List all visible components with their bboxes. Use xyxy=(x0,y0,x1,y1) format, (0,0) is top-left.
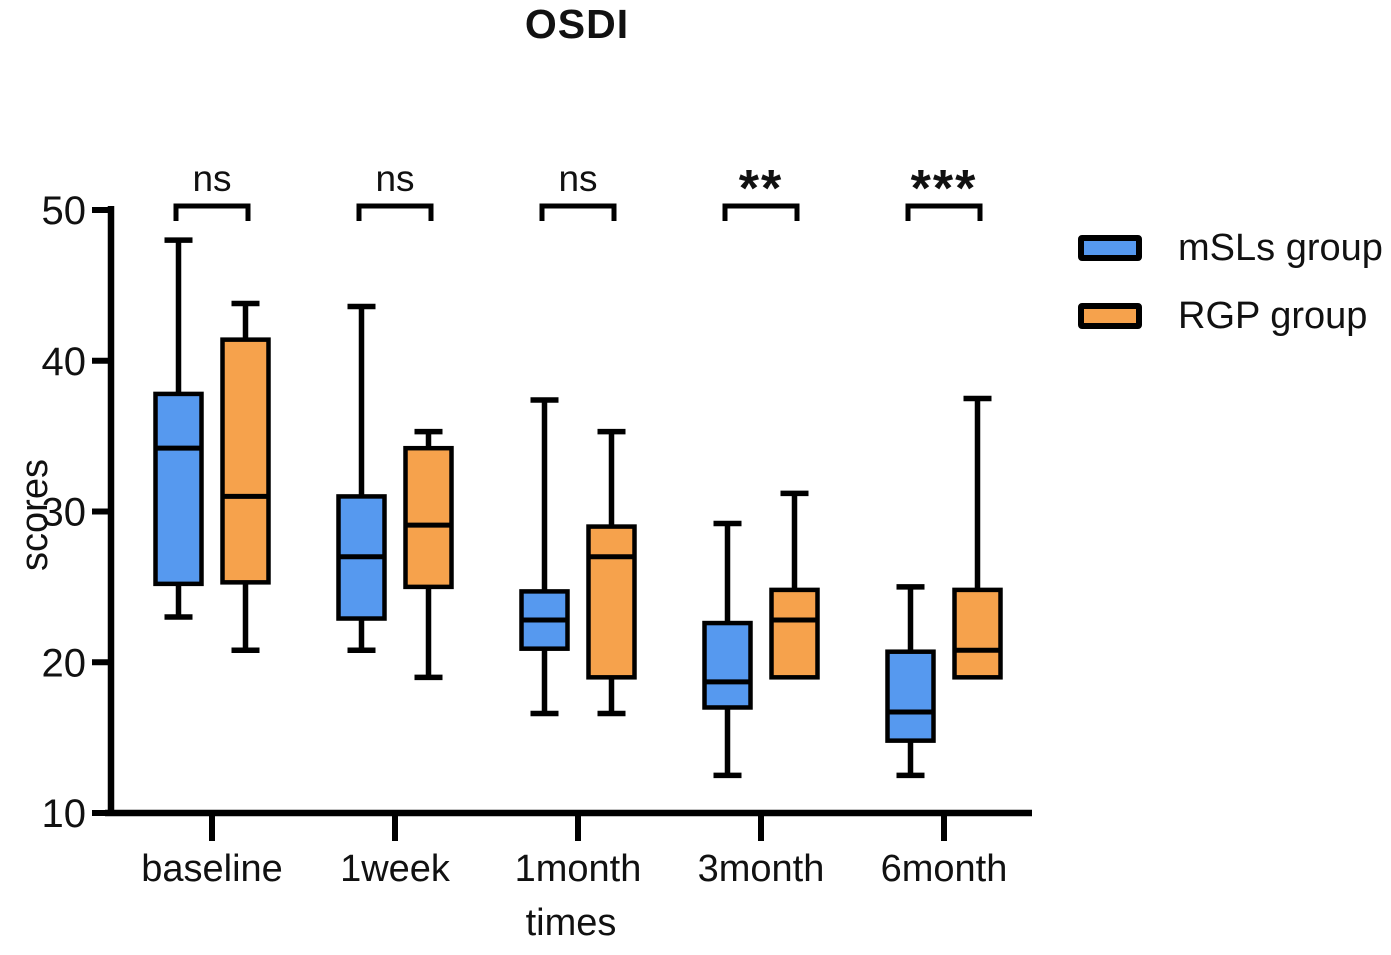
legend-item-rgp-group: RGP group xyxy=(1078,294,1383,338)
box-rgp-1month xyxy=(586,428,637,717)
legend-item-msls-group: mSLs group xyxy=(1078,226,1383,270)
legend: mSLs group RGP group xyxy=(1078,226,1383,362)
significance-bracket xyxy=(722,203,800,221)
x-axis-title: times xyxy=(525,902,617,944)
rgp-group-swatch xyxy=(1078,303,1142,329)
x-tick-label: 1month xyxy=(515,848,642,890)
box-msls-6month xyxy=(885,584,936,779)
box-msls-1month xyxy=(519,397,570,717)
significance-6month: *** xyxy=(905,160,983,221)
y-tick-label: 30 xyxy=(42,491,87,535)
y-tick-label: 10 xyxy=(42,792,87,836)
significance-bracket xyxy=(539,203,617,221)
y-axis-title: scores xyxy=(14,459,56,571)
box-rgp-3month xyxy=(769,490,820,680)
y-tick-label: 20 xyxy=(42,641,87,685)
significance-label: *** xyxy=(911,160,978,218)
chart-title: OSDI xyxy=(524,1,630,47)
significance-bracket xyxy=(173,203,251,221)
box-msls-1week xyxy=(336,303,387,653)
iqr-box xyxy=(403,445,454,590)
significance-label: ns xyxy=(375,158,414,199)
significance-baseline: ns xyxy=(173,158,251,221)
significance-bracket xyxy=(356,203,434,221)
significance-1week: ns xyxy=(356,158,434,221)
box-msls-baseline xyxy=(153,237,204,620)
msls-group-label: mSLs group xyxy=(1178,226,1383,269)
y-tick-label: 50 xyxy=(42,189,87,233)
significance-label: ** xyxy=(739,160,783,218)
iqr-box xyxy=(153,391,204,587)
box-rgp-1week xyxy=(403,428,454,681)
significance-label: ns xyxy=(192,158,231,199)
x-tick-label: 3month xyxy=(698,848,825,890)
x-tick-label: 1week xyxy=(340,848,451,890)
iqr-box xyxy=(952,587,1003,680)
x-tick-label: baseline xyxy=(141,848,283,890)
box-rgp-baseline xyxy=(220,300,271,653)
box-rgp-6month xyxy=(952,395,1003,680)
iqr-box xyxy=(220,337,271,585)
iqr-box xyxy=(702,620,753,710)
x-tick-label: 6month xyxy=(881,848,1008,890)
msls-group-swatch xyxy=(1078,235,1142,261)
significance-bracket xyxy=(905,203,983,221)
iqr-box xyxy=(586,524,637,680)
x-axis-ticks: baseline 1week 1month 3month 6month xyxy=(141,813,1007,890)
iqr-box xyxy=(885,649,936,743)
significance-label: ns xyxy=(558,158,597,199)
significance-1month: ns xyxy=(539,158,617,221)
iqr-box xyxy=(769,587,820,680)
y-tick-label: 40 xyxy=(42,340,87,384)
significance-3month: ** xyxy=(722,160,800,221)
rgp-group-label: RGP group xyxy=(1178,294,1368,337)
box-msls-3month xyxy=(702,520,753,779)
y-axis-ticks: 10 20 30 40 50 xyxy=(42,189,111,836)
